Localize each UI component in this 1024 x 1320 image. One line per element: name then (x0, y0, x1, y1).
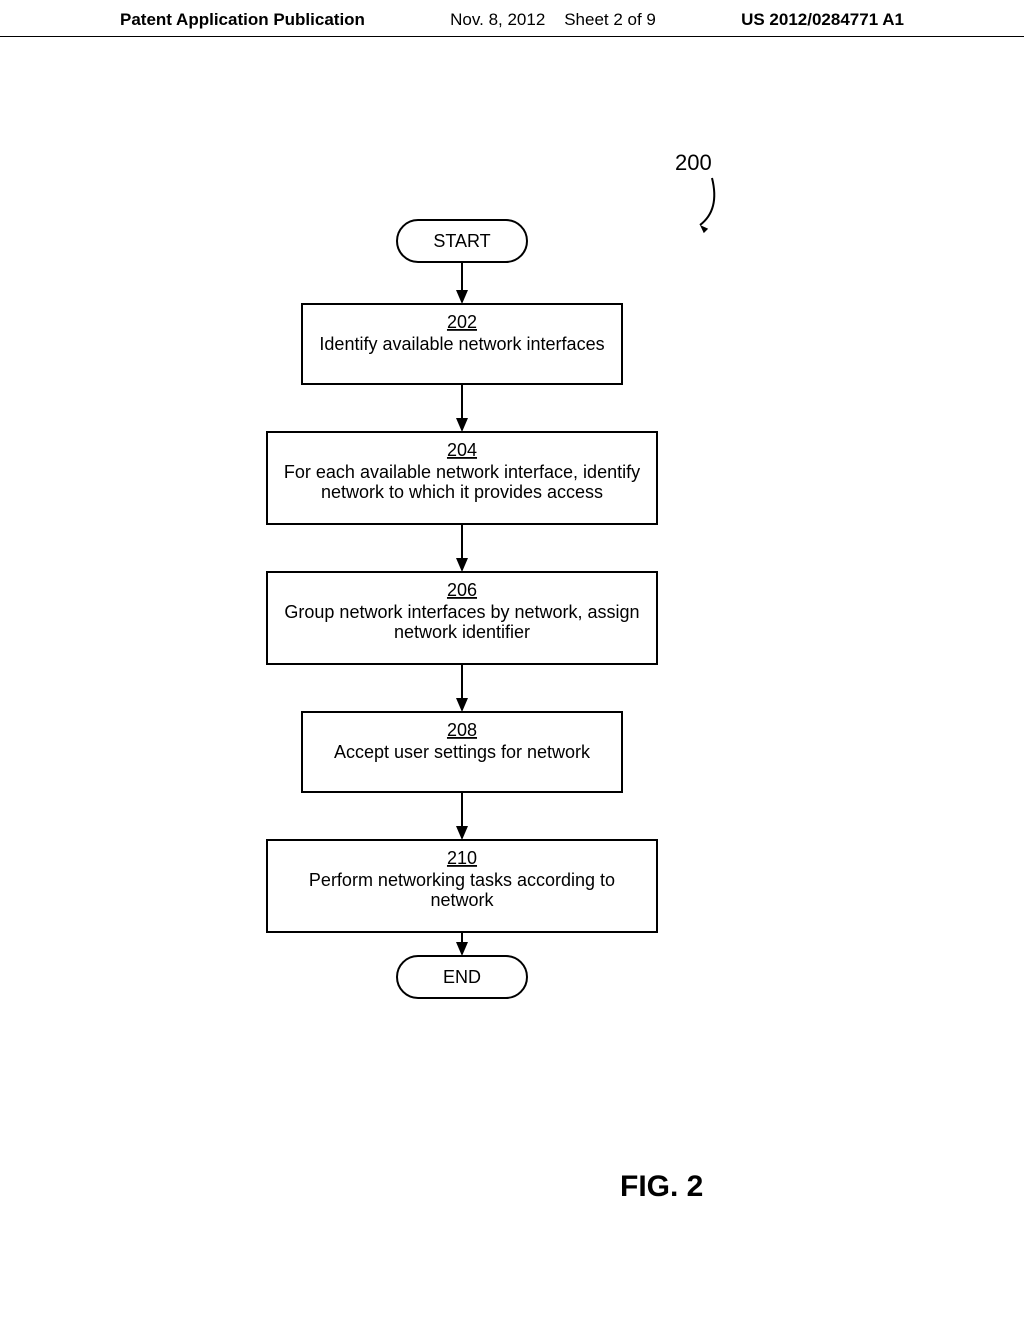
step-text-202-0: Identify available network interfaces (319, 334, 604, 354)
step-text-204-1: network to which it provides access (321, 482, 603, 502)
step-text-206-0: Group network interfaces by network, ass… (284, 602, 639, 622)
step-number-206: 206 (447, 580, 477, 600)
step-text-206-1: network identifier (394, 622, 530, 642)
flowchart-svg: START END 202Identify available network in… (0, 0, 1024, 1320)
svg-text:START: START (433, 231, 490, 251)
step-number-210: 210 (447, 848, 477, 868)
step-number-204: 204 (447, 440, 477, 460)
step-text-208-0: Accept user settings for network (334, 742, 591, 762)
step-number-202: 202 (447, 312, 477, 332)
svg-text:END: END (443, 967, 481, 987)
step-text-210-0: Perform networking tasks according to (309, 870, 615, 890)
step-text-210-1: network (430, 890, 494, 910)
page: Patent Application Publication Nov. 8, 2… (0, 0, 1024, 1320)
step-number-208: 208 (447, 720, 477, 740)
step-text-204-0: For each available network interface, id… (284, 462, 640, 482)
